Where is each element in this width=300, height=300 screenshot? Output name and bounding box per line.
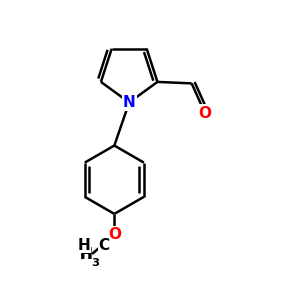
Text: O: O xyxy=(199,106,212,121)
Text: N: N xyxy=(123,95,136,110)
Text: H: H xyxy=(79,247,92,262)
Text: C: C xyxy=(98,238,109,253)
Text: 3: 3 xyxy=(91,258,99,268)
Text: H: H xyxy=(78,238,91,253)
Text: O: O xyxy=(108,227,121,242)
Text: H: H xyxy=(79,247,92,262)
